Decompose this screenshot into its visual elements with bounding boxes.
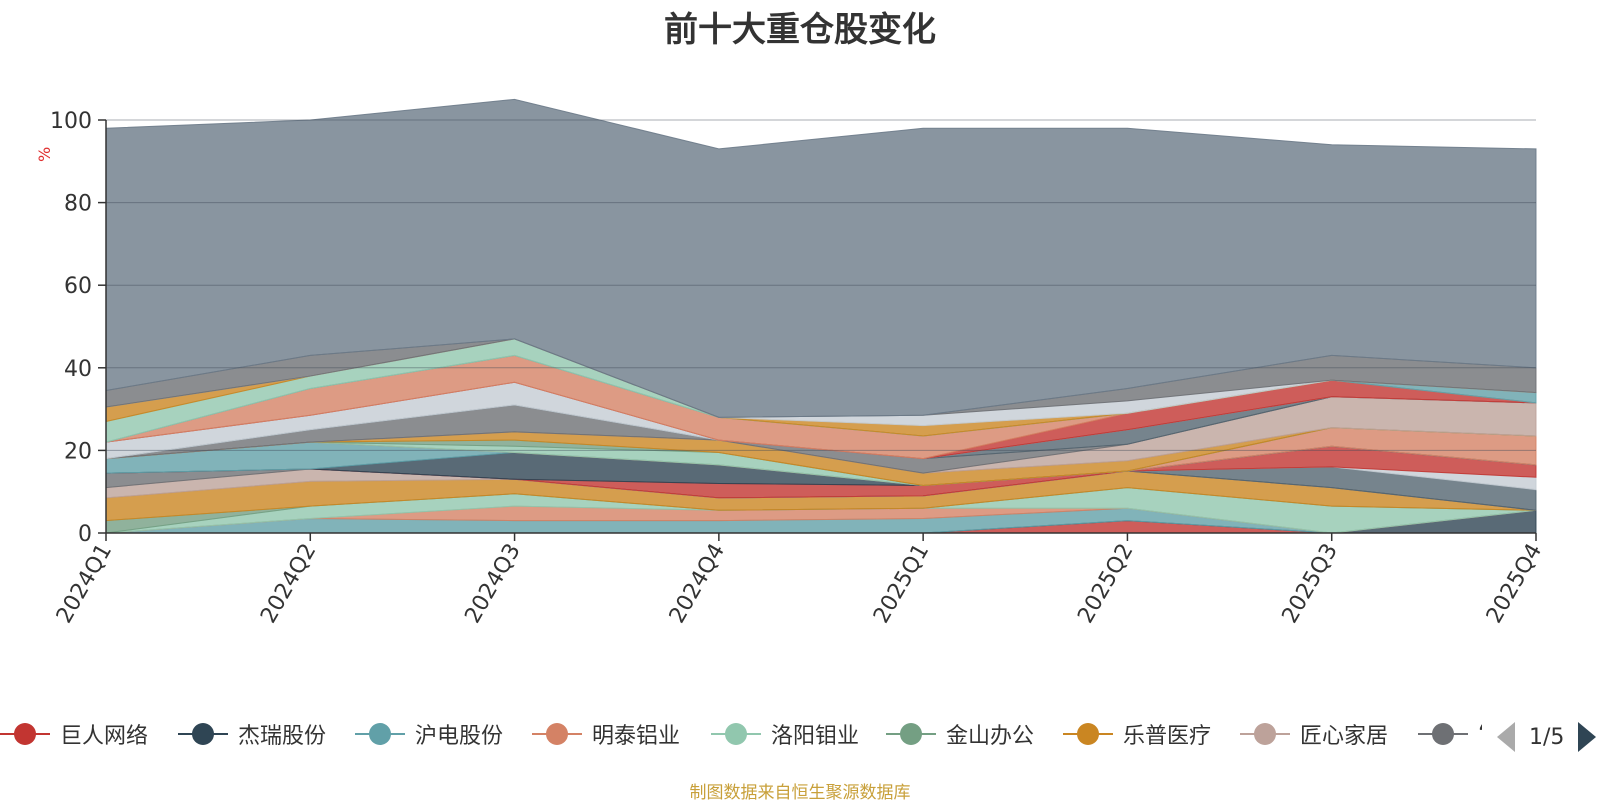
legend-next-arrow-icon[interactable] <box>1578 722 1597 752</box>
y-tick-label: 20 <box>64 439 92 464</box>
source-note: 制图数据来自恒生聚源数据库 <box>689 783 911 803</box>
legend-label: 匠心家居 <box>1300 724 1389 749</box>
legend-label: 明泰铝业 <box>592 724 681 749</box>
x-tick-label: 2025Q3 <box>1278 540 1343 628</box>
legend-item[interactable]: 洛阳钼业 <box>711 714 859 754</box>
legend-label: 洛阳钼业 <box>771 724 860 749</box>
x-tick-label: 2025Q2 <box>1073 540 1138 628</box>
area-series-29 <box>105 98 1537 418</box>
x-tick-label: 2024Q1 <box>52 540 117 628</box>
legend-item[interactable]: 杰瑞股份 <box>178 714 326 754</box>
y-tick-label: 40 <box>64 357 92 382</box>
x-tick-label: 2024Q4 <box>665 540 730 628</box>
area-series <box>105 98 1537 534</box>
legend-label: ‘ <box>1478 722 1482 747</box>
legend-label: 乐普医疗 <box>1123 724 1212 749</box>
legend-marker-icon <box>886 714 936 754</box>
legend-item[interactable]: 匠心家居 <box>1240 714 1388 754</box>
legend-pager: 1/5 <box>1497 722 1597 752</box>
legend-page-indicator: 1/5 <box>1529 724 1565 750</box>
legend-item[interactable]: 巨人网络 <box>0 714 148 754</box>
grid-lines <box>106 119 1536 451</box>
y-tick-label: 60 <box>64 274 92 299</box>
y-tick-label: 0 <box>78 522 92 547</box>
legend-marker-icon <box>355 714 405 754</box>
legend-item[interactable]: 明泰铝业 <box>532 714 680 754</box>
legend-marker-icon <box>1240 714 1290 754</box>
y-tick-label: 80 <box>64 192 92 217</box>
y-tick-label: 100 <box>50 109 92 134</box>
x-tick-label: 2024Q3 <box>460 540 525 628</box>
legend-label: 金山办公 <box>946 724 1035 749</box>
legend-marker-icon <box>1063 714 1113 754</box>
x-tick-label: 2024Q2 <box>256 540 321 628</box>
legend-label: 巨人网络 <box>60 724 149 749</box>
legend-item[interactable]: 金山办公 <box>886 714 1034 754</box>
legend-prev-arrow-icon[interactable] <box>1497 722 1515 752</box>
legend-marker-icon <box>1418 714 1468 754</box>
legend-label: 杰瑞股份 <box>238 724 327 749</box>
legend-marker-icon <box>0 714 50 754</box>
legend-marker-icon <box>178 714 228 754</box>
legend-marker-icon <box>711 714 761 754</box>
x-tick-label: 2025Q1 <box>869 540 934 628</box>
legend-items: 巨人网络 杰瑞股份 沪电股份 明泰铝业 洛阳钼业 金山办公 乐普医疗 匠心家居 ‘ <box>0 714 1482 754</box>
legend-item[interactable]: 沪电股份 <box>355 714 503 754</box>
legend-marker-icon <box>532 714 582 754</box>
legend: 巨人网络 杰瑞股份 沪电股份 明泰铝业 洛阳钼业 金山办公 乐普医疗 匠心家居 ‘ <box>0 714 1600 754</box>
legend-item[interactable]: 乐普医疗 <box>1063 714 1211 754</box>
x-tick-label: 2025Q4 <box>1482 540 1547 628</box>
chart-title: 前十大重仓股变化 <box>664 10 936 50</box>
y-axis-label: % <box>35 147 54 162</box>
legend-label: 沪电股份 <box>415 724 504 749</box>
legend-item[interactable]: ‘ <box>1418 714 1482 754</box>
